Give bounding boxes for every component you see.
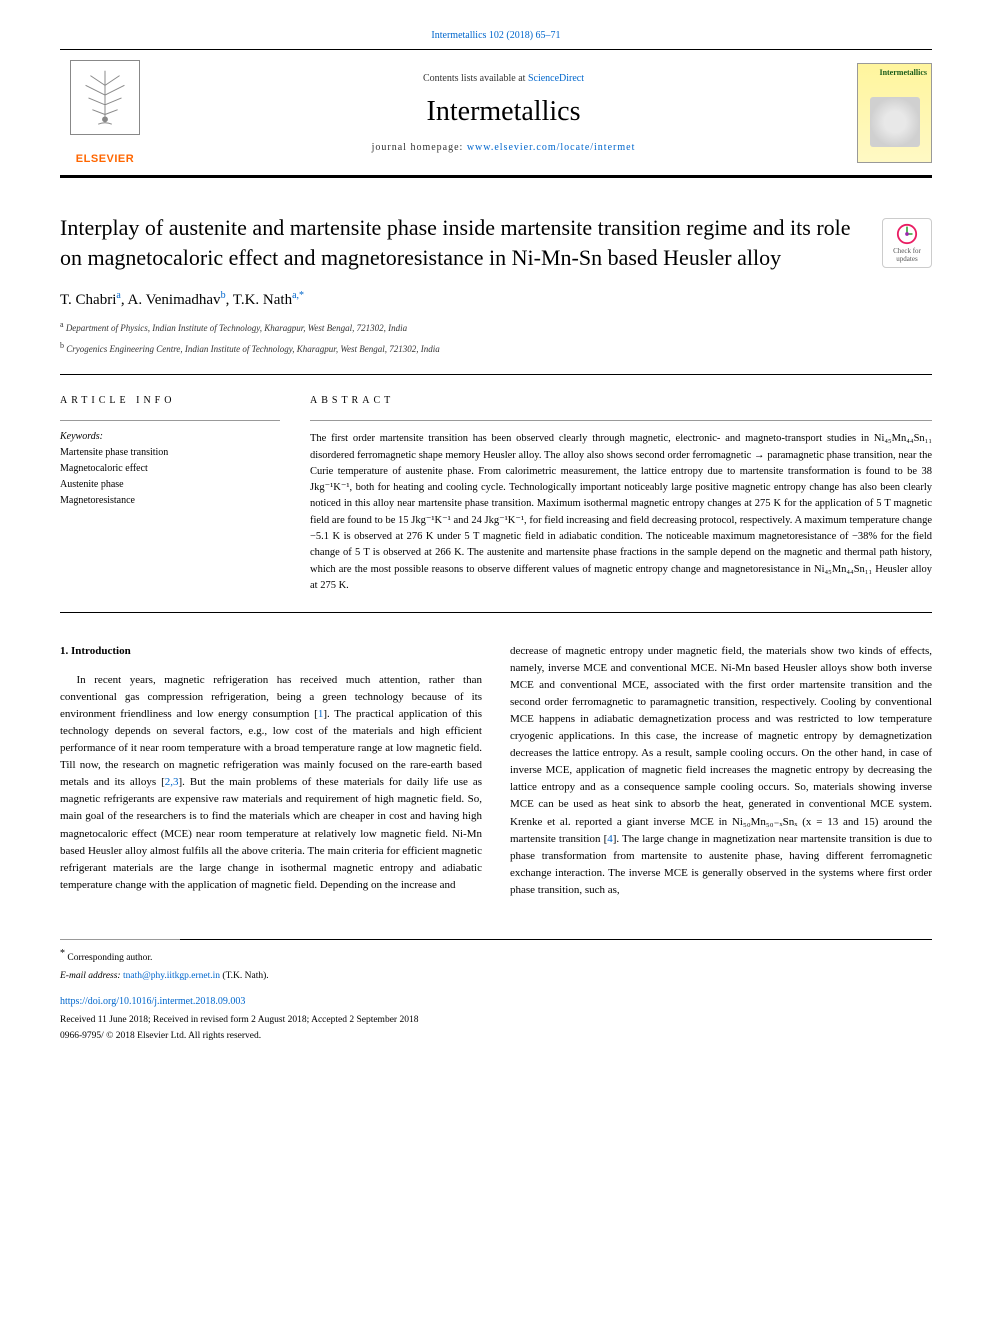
affil-sup-b: b [60,341,64,350]
corresponding-text: Corresponding author. [67,953,152,963]
affil-text-b: Cryogenics Engineering Centre, Indian In… [66,344,439,354]
check-updates-label: Check for updates [883,247,931,263]
affiliation-b: b Cryogenics Engineering Centre, Indian … [60,340,932,357]
sciencedirect-link[interactable]: ScienceDirect [528,73,584,84]
info-divider [60,420,280,421]
copyright-line: 0966-9795/ © 2018 Elsevier Ltd. All righ… [60,1029,932,1044]
intro-para-1: In recent years, magnetic refrigeration … [60,672,482,894]
section-title: Introduction [71,645,131,657]
section-heading: 1. Introduction [60,643,482,660]
footer-star: * [60,948,65,959]
author-3: T.K. Nath [233,292,292,308]
abstract-text: The first order martensite transition ha… [310,431,932,594]
article-info-heading: ARTICLE INFO [60,395,280,406]
author-3-affil[interactable]: a, [292,290,299,301]
citation-header: Intermetallics 102 (2018) 65–71 [60,30,932,41]
doi-link[interactable]: https://doi.org/10.1016/j.intermet.2018.… [60,996,245,1007]
abstract-column: ABSTRACT The first order martensite tran… [310,395,932,594]
keyword-1: Martensite phase transition [60,445,280,461]
abstract-divider [310,420,932,421]
email-line: E-mail address: tnath@phy.iitkgp.ernet.i… [60,969,932,984]
banner-center: Contents lists available at ScienceDirec… [150,73,857,153]
author-1-affil[interactable]: a [116,290,120,301]
keyword-4: Magnetoresistance [60,493,280,509]
cover-title: Intermetallics [862,68,927,77]
publisher-logo: ELSEVIER [60,60,150,165]
section-number: 1. [60,645,68,657]
contents-prefix: Contents lists available at [423,73,528,84]
abstract-heading: ABSTRACT [310,395,932,406]
author-2-affil[interactable]: b [221,290,226,301]
intro-para-2: decrease of magnetic entropy under magne… [510,643,932,899]
article-header: Check for updates Interplay of austenite… [60,213,932,356]
elsevier-tree-icon [70,60,140,135]
affil-text-a: Department of Physics, Indian Institute … [66,323,407,333]
article-info-column: ARTICLE INFO Keywords: Martensite phase … [60,395,280,594]
journal-banner: ELSEVIER Contents lists available at Sci… [60,49,932,178]
homepage-line: journal homepage: www.elsevier.com/locat… [150,142,857,153]
homepage-link[interactable]: www.elsevier.com/locate/intermet [467,142,636,153]
info-abstract-row: ARTICLE INFO Keywords: Martensite phase … [60,395,932,594]
author-2: A. Venimadhav [128,292,221,308]
corresponding-star[interactable]: * [299,290,304,301]
publisher-name: ELSEVIER [76,153,134,165]
affil-sup-a: a [60,320,64,329]
keyword-2: Magnetocaloric effect [60,461,280,477]
footer: * Corresponding author. E-mail address: … [60,939,932,1044]
ref-link-4[interactable]: 4 [607,833,613,845]
crossmark-icon [896,223,918,245]
cover-image-icon [870,97,920,147]
divider-1 [60,374,932,375]
contents-available-line: Contents lists available at ScienceDirec… [150,73,857,84]
authors-line: T. Chabria, A. Venimadhavb, T.K. Natha,* [60,290,932,309]
journal-cover-thumbnail: Intermetallics [857,63,932,163]
keywords-label: Keywords: [60,431,280,442]
received-line: Received 11 June 2018; Received in revis… [60,1013,932,1028]
check-updates-badge[interactable]: Check for updates [882,218,932,268]
body-col-right: decrease of magnetic entropy under magne… [510,643,932,899]
email-link[interactable]: tnath@phy.iitkgp.ernet.in [123,971,220,981]
email-name: (T.K. Nath). [220,971,269,981]
citation-link[interactable]: Intermetallics 102 (2018) 65–71 [431,30,560,41]
journal-name: Intermetallics [150,96,857,128]
ref-link-1[interactable]: 1 [318,708,324,720]
body-columns: 1. Introduction In recent years, magneti… [60,643,932,899]
ref-link-23[interactable]: 2,3 [165,776,179,788]
homepage-prefix: journal homepage: [372,142,467,153]
author-1: T. Chabri [60,292,116,308]
email-label: E-mail address: [60,971,123,981]
footer-short-rule [60,939,180,940]
affiliation-a: a Department of Physics, Indian Institut… [60,319,932,336]
keywords-list: Martensite phase transition Magnetocalor… [60,445,280,509]
keyword-3: Austenite phase [60,477,280,493]
body-col-left: 1. Introduction In recent years, magneti… [60,643,482,899]
divider-2 [60,612,932,613]
corresponding-note: * Corresponding author. [60,946,932,966]
article-title: Interplay of austenite and martensite ph… [60,213,932,272]
